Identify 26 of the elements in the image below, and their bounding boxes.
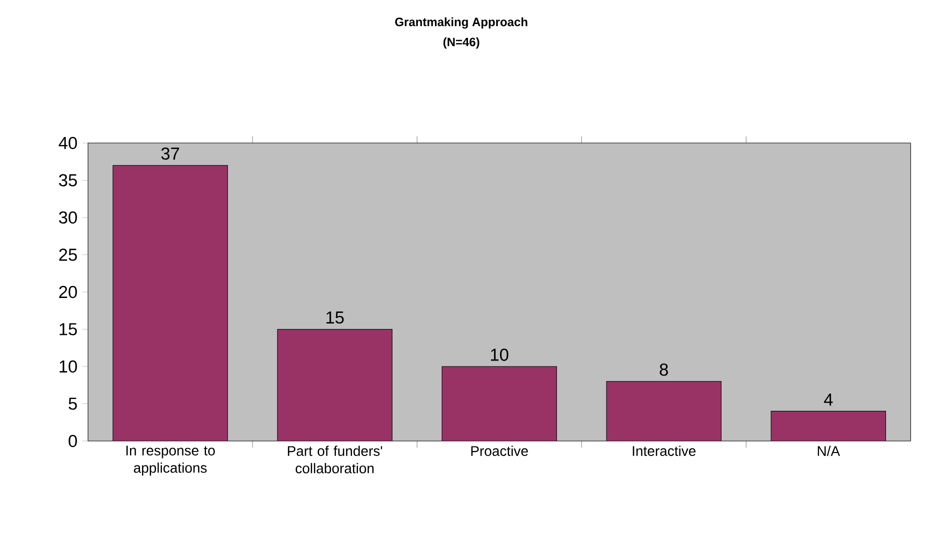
bar [277, 328, 392, 441]
data-label: 15 [326, 312, 344, 324]
data-label: 8 [660, 364, 668, 376]
y-tick-label: 15 [60, 323, 77, 336]
chart-title: Grantmaking Approach [395, 17, 528, 29]
data-label: 37 [161, 147, 180, 160]
y-tick-label: 20 [59, 286, 77, 298]
y-tick-label: 10 [60, 360, 77, 373]
x-tick-label: In response to applications [126, 446, 215, 476]
x-tick-label: N/A [818, 446, 840, 456]
bar [112, 165, 228, 441]
x-tick-label: Part of funders' collaboration [288, 446, 382, 474]
data-label: 4 [824, 394, 833, 406]
bar [442, 366, 557, 441]
bar [606, 381, 722, 441]
y-tick-label: 25 [59, 248, 77, 261]
chart-subtitle: (N=46) [443, 37, 480, 49]
y-tick-label: 5 [68, 398, 77, 410]
bar [770, 410, 886, 441]
x-tick-label: Proactive [471, 446, 528, 456]
y-tick-label: 30 [59, 211, 77, 224]
y-tick-label: 40 [58, 136, 77, 150]
y-tick-label: 35 [59, 174, 77, 186]
x-tick-label: Interactive [632, 446, 696, 456]
data-label: 10 [491, 348, 508, 361]
y-tick-label: 0 [68, 434, 77, 448]
